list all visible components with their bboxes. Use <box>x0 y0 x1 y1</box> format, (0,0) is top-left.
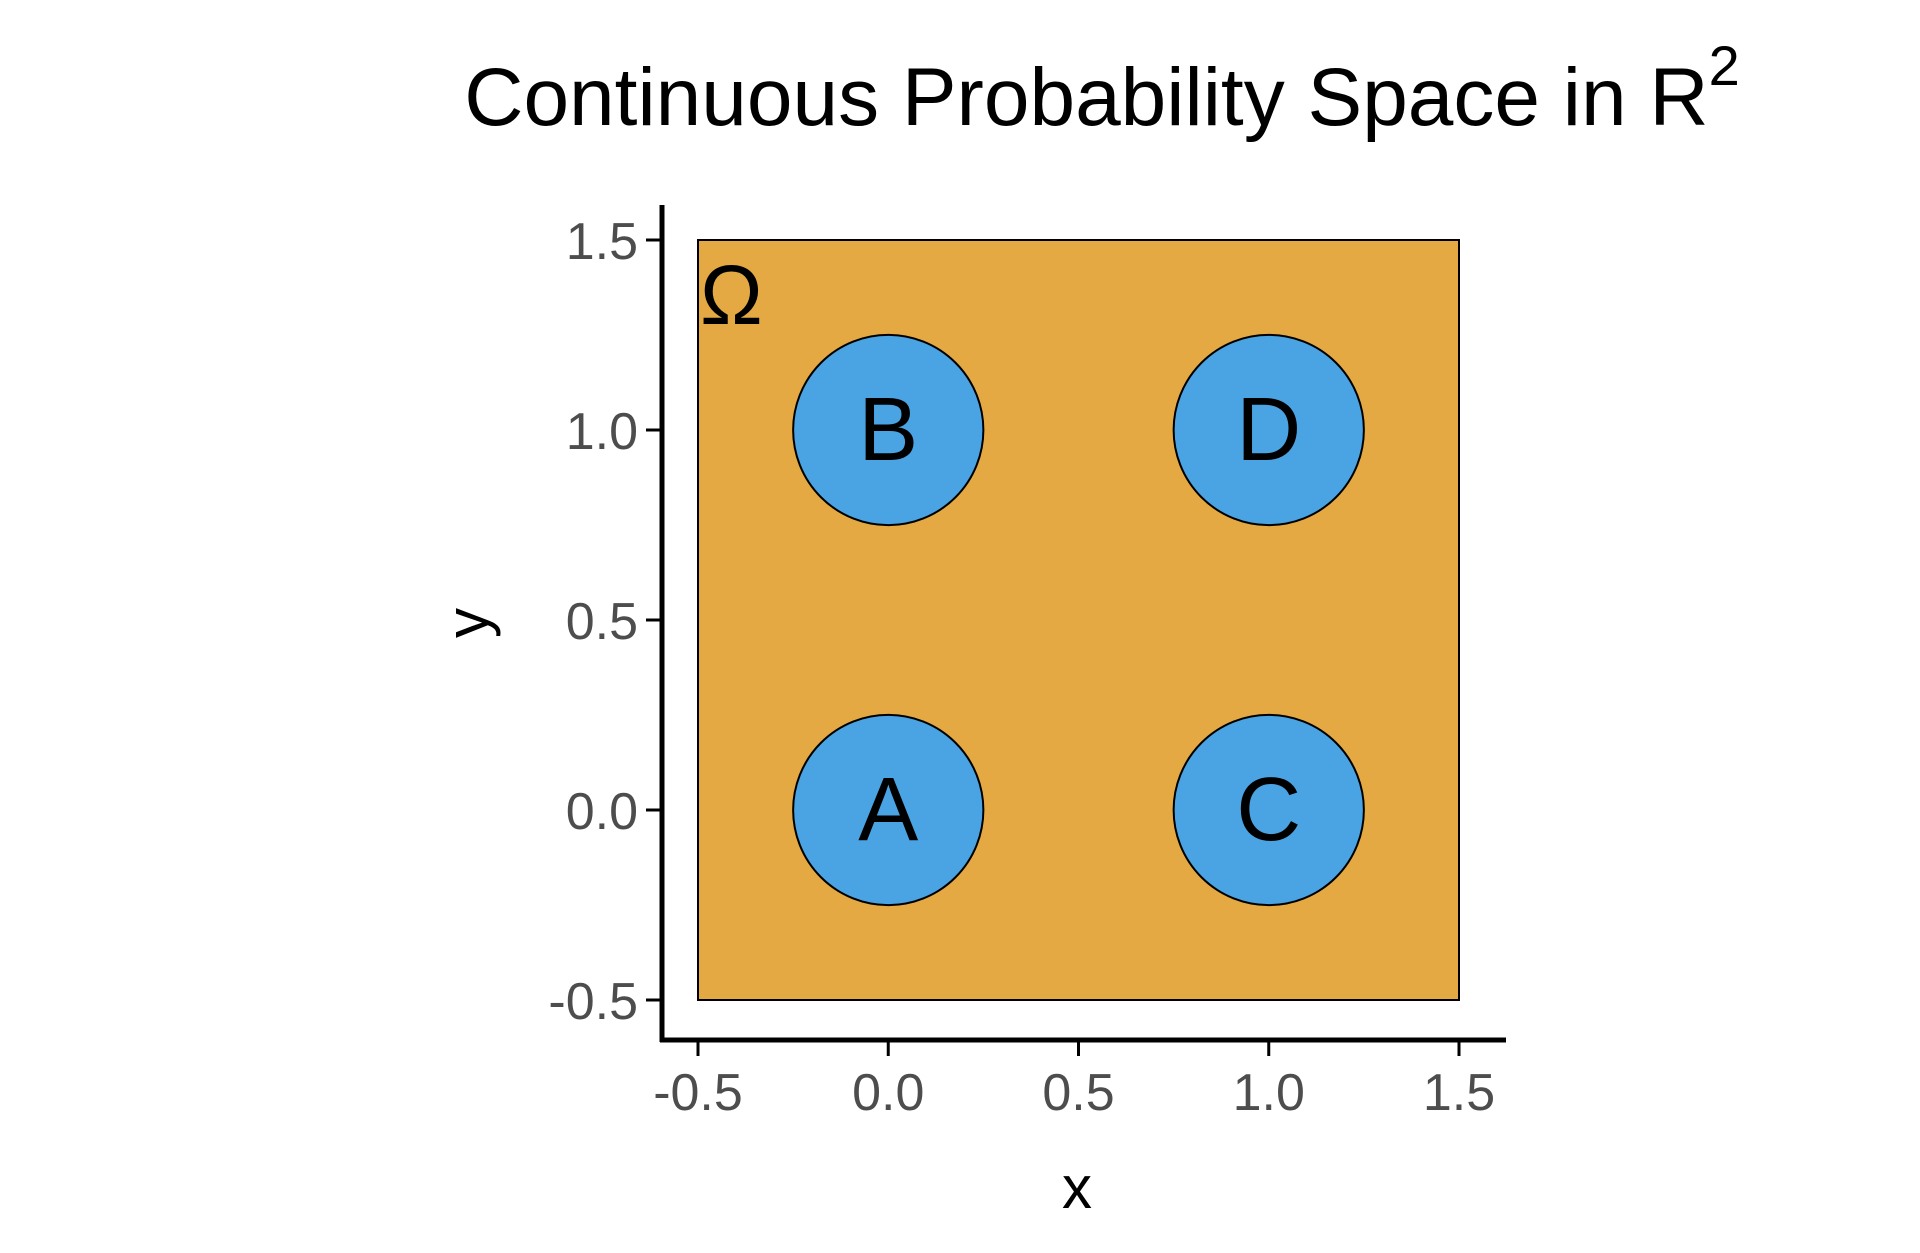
event-circle-a <box>792 713 985 907</box>
chart-title: Continuous Probability Space in R2 <box>464 34 1740 143</box>
x-tick-label: 1.0 <box>1233 1064 1305 1122</box>
event-circle-c <box>1172 713 1365 907</box>
y-tick-label: -0.5 <box>548 973 638 1031</box>
y-axis-title: y <box>434 608 501 638</box>
event-label-b: B <box>858 380 918 480</box>
event-circle-d <box>1172 333 1365 527</box>
sample-space-label: Ω <box>700 248 763 342</box>
chart-title-superscript: 2 <box>1709 34 1740 97</box>
y-tick-label: 0.5 <box>566 593 638 651</box>
event-circle-b <box>792 333 985 527</box>
y-tick-label: 1.0 <box>566 403 638 461</box>
x-tick-label: 1.5 <box>1423 1064 1495 1122</box>
x-tick-label: 0.5 <box>1042 1064 1114 1122</box>
x-tick-label: 0.0 <box>852 1064 924 1122</box>
sample-space-rect <box>697 239 1460 1001</box>
chart-title-text: Continuous Probability Space in R <box>464 52 1708 143</box>
plot-area: Ω A B C D -0.5 0.0 0.5 1.0 1.5 -0.5 0.0 0.5 1.0 1.5 <box>548 205 1506 1122</box>
event-label-a: A <box>858 760 918 860</box>
y-tick-label: 0.0 <box>566 783 638 841</box>
y-tick-label: 1.5 <box>566 213 638 271</box>
event-label-c: C <box>1236 760 1301 860</box>
x-tick-label: -0.5 <box>653 1064 743 1122</box>
event-label-d: D <box>1236 380 1301 480</box>
x-axis-title: x <box>1062 1154 1092 1221</box>
